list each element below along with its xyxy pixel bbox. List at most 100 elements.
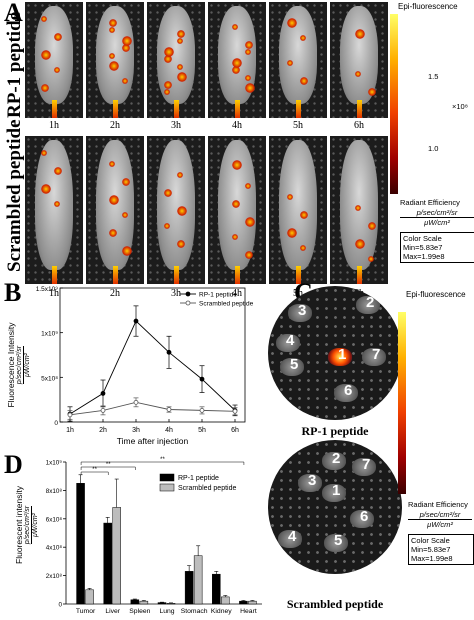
organ-number: 6: [360, 508, 369, 525]
chart-d-ytick-label: 0: [58, 602, 62, 609]
chart-d-category-label: Liver: [105, 608, 120, 615]
row1-label: RP-1 peptide: [4, 11, 25, 118]
chart-d-bar: [85, 589, 94, 605]
colorbar-a-unit-title: Radiant Efficiency: [400, 198, 460, 207]
chart-b-point: [100, 391, 106, 396]
fluorescence-spot: [368, 88, 376, 96]
fluorescence-spot: [122, 36, 132, 46]
organ: [352, 458, 376, 476]
imaging-frame: [330, 2, 388, 118]
tail-signal: [235, 100, 240, 118]
organ-number: 5: [334, 532, 343, 549]
chart-b-point: [166, 407, 172, 412]
chart-b: 1.5x10⁹ 1x10⁹ 5x10⁸ 0 1h 2h 3h 4h 5h 6h Time after…: [36, 286, 254, 446]
chart-b-point: [67, 412, 73, 418]
fluorescence-spot: [232, 66, 240, 74]
chart-b-xlabel: Time after injection: [117, 436, 189, 446]
time-label: 3h: [171, 120, 181, 131]
mouse-body: [218, 6, 256, 104]
row2-label: Scrambled peptide: [4, 119, 25, 272]
fluorescence-spot: [355, 71, 361, 77]
panel-b-yunit-num: p/sec/cm²/sr: [16, 345, 24, 385]
fluorescence-spot: [287, 228, 297, 238]
mouse-body: [279, 6, 317, 104]
fluorescence-spot: [122, 44, 130, 52]
colorbar-c-scale-title: Color Scale: [411, 536, 450, 545]
fluorescence-spot: [177, 172, 183, 178]
chart-d-bar: [76, 483, 85, 605]
dish-rp1-label: RP-1 peptide: [301, 424, 369, 438]
chart-b-xtick-label: 6h: [231, 427, 239, 434]
fluorescence-spot: [41, 16, 47, 22]
fluorescence-spot: [300, 211, 308, 219]
fluorescence-spot: [245, 217, 255, 227]
fluorescence-spot: [164, 55, 172, 63]
fluorescence-spot: [54, 67, 60, 73]
chart-d-significance-label: **: [106, 462, 111, 468]
fluorescence-spot: [355, 239, 365, 249]
panel-b-ylabel: Fluorescence Intensity p/sec/cm²/sr μW/c…: [6, 300, 32, 430]
colorbar-a-tick-1.0: 1.0: [428, 144, 439, 153]
chart-b-legend-marker: [185, 291, 191, 297]
time-label: 2h: [110, 288, 120, 299]
colorbar-a-scale-box: Color Scale Min=5.83e7 Max=1.99e8: [400, 232, 474, 263]
colorbar-a-unit-num: p/sec/cm²/sr: [400, 208, 474, 218]
imaging-frame: [86, 2, 144, 118]
mouse-body: [96, 6, 134, 104]
organ: [350, 510, 374, 528]
panel-a-letter: A: [4, 0, 23, 27]
fluorescence-spot: [164, 189, 172, 197]
fluorescence-spot: [177, 64, 183, 70]
fluorescence-spot: [54, 33, 62, 41]
chart-d-legend-swatch: [159, 473, 175, 482]
colorbar-c-title: Epi-fluorescence: [406, 290, 466, 299]
mouse-body: [279, 140, 317, 270]
fluorescence-spot: [164, 81, 172, 89]
organ: [322, 452, 346, 470]
mouse-body: [157, 140, 195, 270]
colorbar-c-max: Max=1.99e8: [411, 554, 453, 563]
colorbar-a-exponent: ×10⁸: [452, 102, 468, 111]
imaging-frame: [269, 2, 327, 118]
organ-number: 7: [362, 456, 371, 473]
colorbar-a-scale-title: Color Scale: [403, 234, 442, 243]
organ: [298, 474, 322, 492]
fluorescence-spot: [245, 75, 251, 81]
chart-b-ytick-label: 5x10⁸: [41, 375, 58, 382]
fluorescence-spot: [164, 89, 170, 95]
organ-number: 1: [332, 482, 341, 499]
chart-b-legend-label: RP-1 peptide: [199, 292, 237, 299]
chart-d-bar: [166, 603, 176, 605]
organ-number: 4: [286, 332, 295, 349]
colorbar-c-unit-den: μW/cm²: [427, 520, 453, 529]
chart-d-bar: [184, 571, 194, 605]
time-label: 3h: [171, 288, 181, 299]
fluorescence-spot: [41, 50, 51, 60]
organ: [334, 384, 358, 402]
colorbar-c: Epi-fluorescence Radiant Efficiency p/se…: [396, 290, 474, 620]
fluorescence-spot: [177, 240, 185, 248]
fluorescence-spot: [109, 61, 119, 71]
colorbar-c-unit: p/sec/cm²/sr μW/cm²: [408, 510, 472, 529]
chart-d-ytick-label: 4x10⁸: [46, 545, 63, 552]
fluorescence-spot: [41, 84, 49, 92]
colorbar-a: Epi-fluorescence 1.5 ×10⁸ 1.0 Radiant Ef…: [390, 2, 474, 272]
chart-b-xtick-label: 4h: [165, 427, 173, 434]
organ-number: 1: [338, 346, 347, 363]
chart-d-category-label: Kidney: [211, 608, 232, 615]
fluorescence-spot: [368, 256, 374, 262]
chart-d-category-label: Lung: [159, 608, 174, 615]
mouse-body: [340, 6, 378, 104]
chart-d-category-label: Stomach: [181, 608, 208, 615]
fluorescence-spot: [287, 18, 297, 28]
chart-b-xtick-label: 2h: [99, 427, 107, 434]
colorbar-a-title: Epi-fluorescence: [398, 2, 458, 11]
time-label: 1h: [49, 120, 59, 131]
organ: [288, 304, 312, 322]
mouse-body: [35, 6, 73, 104]
chart-d-ytick-label: 1x10⁹: [46, 460, 63, 467]
organ-number: 7: [372, 346, 381, 363]
panel-d-letter: D: [4, 450, 23, 479]
imaging-frame: [25, 2, 83, 118]
fluorescence-spot: [300, 77, 308, 85]
